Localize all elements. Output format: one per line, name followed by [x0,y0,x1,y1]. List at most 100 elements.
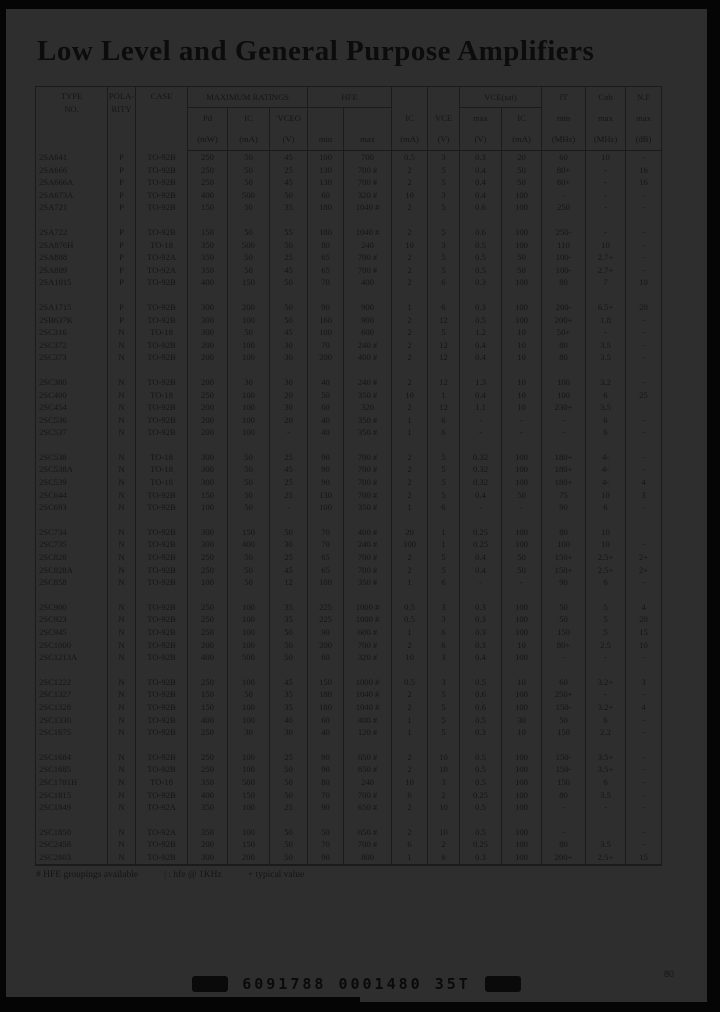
table-row: 2SA1715 P TO-92B 300 200 50 90 900 1 6 0.3 100 200- 6… [35,300,663,314]
spec-cell: 700 # [343,563,393,577]
spec-cell: 2.5+ [585,563,627,577]
gap-cell [107,813,136,826]
spec-cell: 200 [307,351,345,364]
spec-cell: 55 [268,225,309,239]
spec-cell: 150 [541,726,587,739]
spec-cell: 100 [501,450,543,464]
spec-cell: TO-18 [135,388,188,402]
spec-cell: 1 [427,538,461,552]
spec-cell: 700 # [343,251,393,264]
spec-cell: 2.7+ [585,263,627,277]
spec-cell: 10 [585,150,627,164]
group-gap-row [35,813,663,826]
gap-cell [107,213,136,226]
spec-cell: 100- [541,251,587,264]
spec-cell: 60 [307,713,345,727]
spec-cell: - [501,576,543,589]
spec-cell: 6 [427,413,461,427]
spec-cell: 150- [541,750,587,764]
table-row: 2SC735 N TO-92B 300 400 30 70 240 #100 1 0.25 100 1… [35,538,663,552]
table-row: 2SC858 N TO-92B 100 50 12 100 350 #1 6- -90 6- [35,576,663,589]
spec-cell: 240 # [343,375,393,389]
gap-cell [391,513,429,526]
table-row: 2SC1685 N TO-92B 250 100 50 90 650 #2 10 0.5 100 15… [35,763,663,776]
spec-cell: - [625,576,663,589]
gap-cell [307,588,345,601]
spec-cell: 225 [307,613,345,626]
spec-cell: 250- [541,225,587,239]
gap-cell [541,813,587,826]
spec-cell: 1.2 [459,326,503,339]
spec-cell: - [501,426,543,439]
spec-cell: 1040 # [343,201,393,214]
spec-cell: 5 [585,613,627,626]
spec-cell: 6 [391,788,429,802]
spec-cell: 1 [391,501,429,514]
type-no-cell: 2SC945 [35,626,108,639]
spec-cell: 250 [187,600,228,614]
unit-cob: (MHz) [585,129,627,151]
spec-cell: 2 [391,313,429,327]
spec-cell: N [107,675,136,689]
spec-cell: N [107,326,136,339]
spec-cell: 700 # [343,176,393,189]
spec-cell: 700 # [343,476,393,489]
spec-cell: TO-92B [135,225,188,239]
spec-cell: 150 [187,225,228,239]
spec-cell: 2 [391,825,429,839]
spec-cell: N [107,838,136,851]
spec-cell: 1 [391,426,429,439]
gap-cell [35,288,108,301]
spec-cell: 1 [391,626,429,639]
spec-cell: 10 [585,238,627,252]
gap-cell [459,813,503,826]
spec-cell: 240 [343,775,393,789]
spec-cell: 90 [307,750,345,764]
type-no-cell: 2SA666A [35,176,108,189]
spec-cell: 50 [268,763,309,776]
spec-cell: 2+ [625,551,663,564]
gap-cell [343,363,393,376]
spec-cell: 0.5 [459,801,503,814]
spec-cell: 90 [307,850,345,866]
spec-cell: 70 [307,538,345,552]
type-no-cell: 2SC735 [35,538,108,552]
header-pola-line1: POLA- [108,91,135,101]
spec-cell: 40 [268,713,309,727]
spec-cell: N [107,750,136,764]
spec-cell: 2 [391,551,429,564]
spec-cell: 100 [501,838,543,851]
spec-cell: 0.25 [459,538,503,552]
table-row: 2SC1000 N TO-92B 200 100 50 200 700 #2 6 0.3 10 80+… [35,638,663,652]
gap-cell [343,738,393,751]
gap-cell [541,288,587,301]
scan-border-bottom-step [0,997,360,1005]
spec-cell: N [107,413,136,427]
gap-cell [541,363,587,376]
header-cob-max: max [585,107,627,129]
spec-cell: 45 [268,176,309,189]
group-gap-row [35,288,663,301]
spec-cell: 10 [501,326,543,339]
spec-cell: 2 [391,176,429,189]
gap-cell [227,663,270,676]
spec-cell: 1.1 [459,401,503,414]
gap-cell [135,663,188,676]
spec-cell: 5 [427,463,461,477]
spec-cell: 350 # [343,388,393,402]
spec-cell: 400 [187,188,228,202]
spec-cell: 100 [501,763,543,776]
spec-cell: 50 [307,388,345,402]
spec-cell [625,525,663,539]
spec-cell: 0.3 [459,726,503,739]
spec-cell: TO-18 [135,450,188,464]
group-gap-row [35,588,663,601]
spec-cell: 15 [625,626,663,639]
spec-cell: 100 [501,525,543,539]
spec-cell: 200+ [541,313,587,327]
spec-cell: - [541,413,587,427]
barcode-text: 6091788 0001480 35T [242,975,471,993]
header-case: CASE [135,86,188,151]
spec-cell: 130 [307,163,345,177]
spec-cell: 50 [501,551,543,564]
